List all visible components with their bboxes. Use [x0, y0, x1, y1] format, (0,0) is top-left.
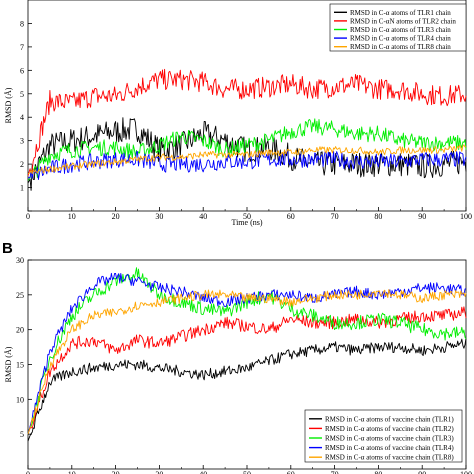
legend-label: RMSD in C-αN atoms of TLR2 chain — [350, 17, 456, 25]
x-tick-label: 50 — [243, 212, 251, 221]
y-tick-label: 5 — [20, 430, 24, 439]
x-tick-label: 90 — [418, 470, 426, 474]
y-tick-label: 10 — [16, 395, 24, 404]
x-tick-label: 30 — [155, 212, 163, 221]
series-line-1 — [27, 117, 467, 191]
legend-label: RMSD in C-α atoms of vaccine chain (TLR2… — [325, 425, 454, 433]
series-line-2 — [27, 306, 467, 435]
legend-label: RMSD in C-α atoms of vaccine chain (TLR3… — [325, 435, 454, 443]
y-tick-label: 4 — [20, 113, 24, 122]
series-line-4 — [27, 272, 467, 435]
series-line-4 — [27, 151, 467, 181]
x-tick-label: 90 — [418, 212, 426, 221]
x-tick-label: 100 — [460, 470, 472, 474]
x-tick-label: 60 — [287, 470, 295, 474]
y-tick-label: 15 — [16, 361, 24, 370]
legend-label: RMSD in C-α atoms of vaccine chain (TLR4… — [325, 444, 454, 452]
y-tick-label: 2 — [20, 160, 24, 169]
legend-label: RMSD in C-α atoms of vaccine chain (TLR1… — [325, 415, 454, 423]
y-tick-label: 25 — [16, 291, 24, 300]
series-line-5 — [27, 144, 467, 175]
x-tick-label: 40 — [199, 470, 207, 474]
series-line-3 — [27, 267, 467, 435]
legend-label: RMSD in C-α atoms of TLR1 chain — [350, 9, 451, 17]
x-tick-label: 10 — [68, 212, 76, 221]
y-tick-label: 30 — [16, 256, 24, 265]
x-tick-label: 20 — [112, 470, 120, 474]
chart-panel-a: 0 10 20 30 40 50 60 70 80 90 100 1 2 3 4 5 6 7 8 Time (ns) R… — [4, 0, 472, 227]
x-tick-label: 30 — [155, 470, 163, 474]
x-tick-label: 80 — [374, 470, 382, 474]
legend-box — [304, 409, 463, 463]
x-tick-label: 50 — [243, 470, 251, 474]
panel-label: B — [2, 240, 13, 257]
legend-label: RMSD in C-α atoms of TLR4 chain — [350, 35, 451, 43]
x-tick-label: 70 — [331, 470, 339, 474]
y-tick-label: 20 — [16, 326, 24, 335]
x-tick-label: 20 — [112, 212, 120, 221]
legend-label: RMSD in C-α atoms of vaccine chain (TLR8… — [325, 454, 454, 462]
series-line-3 — [27, 118, 467, 181]
y-tick-label: 6 — [20, 66, 24, 75]
legend-box — [329, 3, 467, 52]
x-tick-label: 40 — [199, 212, 207, 221]
x-tick-label: 100 — [460, 212, 472, 221]
y-axis-label: RMSD (Å) — [4, 346, 13, 382]
y-axis-label: RMSD (Å) — [4, 87, 13, 123]
y-tick-label: 1 — [20, 184, 24, 193]
x-axis-label: Time (ns) — [231, 218, 262, 227]
series-line-5 — [27, 289, 467, 435]
x-tick-label: 0 — [26, 470, 30, 474]
y-tick-label: 3 — [20, 137, 24, 146]
y-tick-label: 8 — [20, 19, 24, 28]
x-tick-label: 70 — [331, 212, 339, 221]
legend-label: RMSD in C-α atoms of TLR3 chain — [350, 26, 451, 34]
x-tick-label: 80 — [374, 212, 382, 221]
y-tick-label: 7 — [20, 43, 24, 52]
legend-label: RMSD in C-α atoms of TLR8 chain — [350, 43, 451, 51]
x-tick-label: 10 — [68, 470, 76, 474]
series-line-2 — [27, 68, 467, 176]
y-tick-label: 5 — [20, 90, 24, 99]
x-tick-label: 0 — [26, 212, 30, 221]
series-line-1 — [27, 338, 467, 442]
x-tick-label: 60 — [287, 212, 295, 221]
chart-panel-b: 0 10 20 30 40 50 60 70 80 90 100 5 10 15 20 25 30 RMSD (Å… — [2, 240, 472, 474]
